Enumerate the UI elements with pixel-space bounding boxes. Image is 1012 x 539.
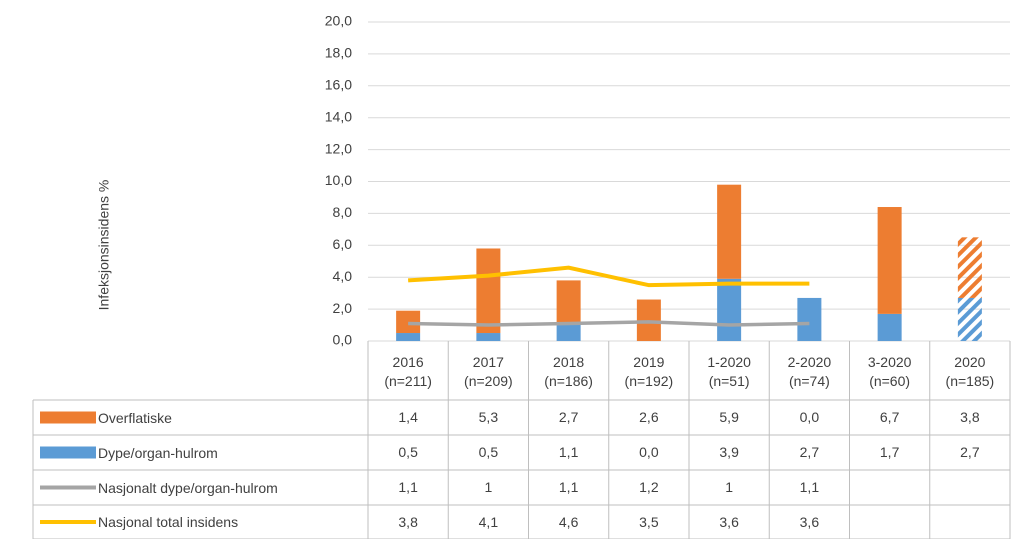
data-label: 3,8 bbox=[960, 409, 980, 425]
x-tick-label: 2017 (n=209) bbox=[464, 353, 513, 389]
legend-label: Nasjonalt dype/organ-hulrom bbox=[98, 479, 278, 496]
bar bbox=[957, 237, 982, 298]
bar bbox=[396, 310, 421, 334]
data-label: 1,1 bbox=[398, 479, 418, 495]
data-label: 1,2 bbox=[639, 479, 659, 495]
data-label: 1,1 bbox=[558, 444, 579, 460]
legend-key bbox=[40, 446, 96, 459]
data-label: 0,5 bbox=[478, 444, 499, 460]
data-label: 2,7 bbox=[558, 409, 579, 425]
bar bbox=[476, 248, 501, 334]
y-tick-label: 18,0 bbox=[325, 45, 352, 61]
x-tick-label: 2016 (n=211) bbox=[384, 353, 432, 389]
bar bbox=[877, 313, 902, 341]
y-tick-label: 4,0 bbox=[333, 268, 353, 284]
data-label: 0,0 bbox=[799, 409, 820, 425]
data-label: 5,3 bbox=[478, 409, 499, 425]
y-tick-label: 12,0 bbox=[325, 140, 352, 156]
data-label: 3,9 bbox=[719, 444, 739, 460]
bar bbox=[556, 280, 581, 324]
data-label: 1 bbox=[725, 479, 734, 495]
x-tick-label: 1-2020 (n=51) bbox=[707, 353, 751, 389]
legend-key bbox=[40, 411, 96, 424]
y-tick-label: 8,0 bbox=[333, 204, 353, 220]
data-label: 0,5 bbox=[398, 444, 418, 460]
y-tick-label: 6,0 bbox=[333, 236, 353, 252]
data-label: 1,7 bbox=[879, 444, 900, 460]
bar bbox=[717, 184, 742, 279]
data-label: 1,4 bbox=[398, 409, 418, 425]
bar bbox=[396, 333, 421, 341]
legend-label: Dype/organ-hulrom bbox=[98, 444, 218, 461]
legend-label: Overflatiske bbox=[98, 409, 172, 426]
data-label: 5,9 bbox=[719, 409, 739, 425]
data-label: 6,7 bbox=[879, 409, 900, 425]
data-label: 3,8 bbox=[398, 513, 418, 530]
line bbox=[408, 265, 810, 288]
data-label: 2,6 bbox=[639, 409, 659, 425]
data-label: 2,7 bbox=[960, 444, 980, 460]
data-label: 1,1 bbox=[558, 479, 579, 495]
bar bbox=[797, 297, 822, 341]
data-label: 1,1 bbox=[799, 479, 820, 495]
data-label: 4,1 bbox=[478, 513, 499, 530]
y-tick-label: 16,0 bbox=[325, 77, 352, 93]
bar bbox=[476, 333, 501, 341]
bar bbox=[556, 323, 581, 341]
data-label: 1 bbox=[484, 479, 493, 495]
y-tick-label: 20,0 bbox=[325, 13, 352, 29]
x-tick-label: 2019 (n=192) bbox=[624, 353, 674, 389]
data-label: 0,0 bbox=[639, 444, 659, 460]
legend-label: Nasjonal total insidens bbox=[98, 514, 239, 530]
bar bbox=[877, 207, 902, 314]
data-label: 2,7 bbox=[799, 444, 820, 460]
data-label: 3,6 bbox=[799, 513, 820, 530]
x-tick-label: 2018 (n=186) bbox=[544, 353, 593, 389]
bar bbox=[717, 278, 742, 341]
bar bbox=[957, 297, 982, 341]
y-tick-label: 10,0 bbox=[325, 172, 352, 188]
data-label: 4,6 bbox=[558, 513, 579, 530]
y-tick-label: 2,0 bbox=[333, 300, 353, 316]
data-label: 3,5 bbox=[639, 513, 659, 530]
x-tick-label: 2-2020 (n=74) bbox=[787, 353, 832, 389]
data-label: 3,6 bbox=[719, 513, 739, 530]
y-tick-label: 14,0 bbox=[325, 108, 352, 124]
line bbox=[408, 320, 810, 327]
x-tick-label: 3-2020 (n=60) bbox=[867, 353, 912, 389]
y-axis-label: Infeksjonsinsidens % bbox=[96, 180, 112, 311]
y-tick-label: 0,0 bbox=[333, 332, 353, 348]
x-tick-label: 2020 (n=185) bbox=[945, 353, 995, 389]
